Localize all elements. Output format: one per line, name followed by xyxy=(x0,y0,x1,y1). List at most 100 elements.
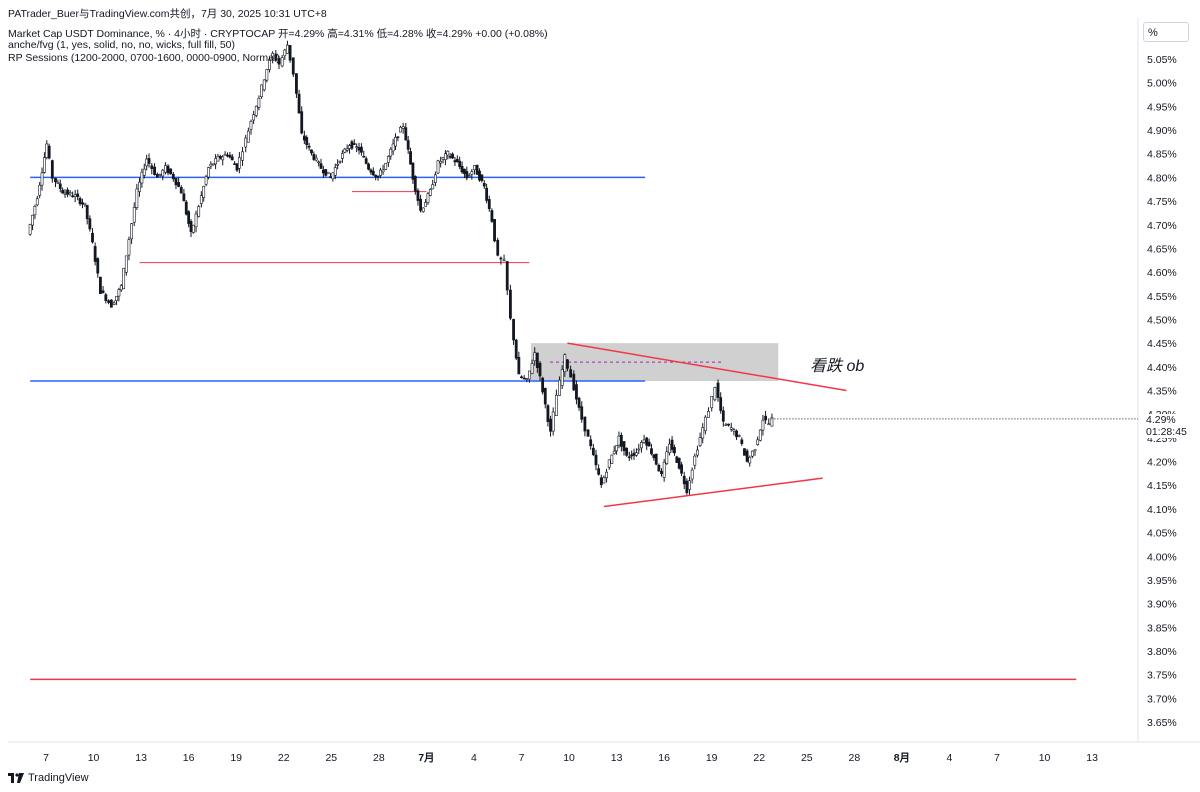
candle-body xyxy=(197,206,201,217)
candle-body xyxy=(207,167,210,178)
candle-body xyxy=(665,451,669,464)
candle-body xyxy=(607,459,611,468)
y-tick-label: 4.55% xyxy=(1147,291,1177,303)
candle-body xyxy=(743,448,746,456)
candle-body xyxy=(83,202,87,206)
candle-body xyxy=(158,173,162,176)
candle-body xyxy=(660,470,663,475)
y-tick-label: 3.75% xyxy=(1147,670,1177,682)
candle-body xyxy=(530,363,534,374)
candle-body xyxy=(155,174,159,178)
candle-body xyxy=(40,172,44,186)
candle-body xyxy=(554,394,558,417)
candle-body xyxy=(610,454,614,464)
indicator-fvg-line[interactable]: anche/fvg (1, yes, solid, no, no, wicks,… xyxy=(8,39,236,51)
candle-body xyxy=(713,387,717,401)
candle-body xyxy=(727,423,731,426)
candle-body xyxy=(321,169,325,174)
candle-body xyxy=(642,439,646,443)
candle-body xyxy=(182,193,186,202)
candle-body xyxy=(96,258,100,274)
y-tick-label: 3.95% xyxy=(1147,575,1177,587)
candle-body xyxy=(115,295,118,301)
candle-body xyxy=(750,450,754,457)
indicator-sessions-line[interactable]: RP Sessions (1200-2000, 0700-1600, 0000-… xyxy=(8,52,280,64)
candle-body xyxy=(237,157,241,169)
candle-body xyxy=(549,418,552,432)
candle-body xyxy=(101,290,105,294)
x-tick-label: 13 xyxy=(135,752,147,764)
candle-body xyxy=(654,453,658,465)
candle-body xyxy=(153,166,156,175)
candle-body xyxy=(265,69,269,81)
candle-body xyxy=(424,202,428,207)
candle-body xyxy=(61,189,65,194)
candle-body xyxy=(305,137,309,146)
candle-body xyxy=(93,246,97,262)
candle-body xyxy=(280,57,284,67)
x-tick-label: 10 xyxy=(563,752,575,764)
candle-body xyxy=(753,449,757,452)
candle-body xyxy=(223,153,227,156)
candle-body xyxy=(502,259,506,262)
candle-body xyxy=(142,168,146,176)
publisher-line: PATrader_Buer与TradingView.com共创，7月 30, 2… xyxy=(8,8,327,20)
x-tick-label: 7 xyxy=(994,752,1000,764)
candle-body xyxy=(421,207,425,213)
candle-body xyxy=(38,184,42,196)
y-tick-label: 3.85% xyxy=(1147,622,1177,634)
x-tick-label: 7月 xyxy=(418,752,434,764)
candle-body xyxy=(436,160,440,174)
candle-body xyxy=(657,464,661,472)
candle-body xyxy=(218,155,222,159)
candle-body xyxy=(416,190,420,201)
candle-body xyxy=(171,174,175,180)
candle-body xyxy=(470,171,474,175)
trendline[interactable] xyxy=(603,477,823,508)
candle-body xyxy=(268,59,271,70)
candle-body xyxy=(130,223,133,240)
y-tick-label: 4.75% xyxy=(1147,196,1177,208)
candle-body xyxy=(283,49,287,57)
candle-body xyxy=(345,148,349,151)
candle-body xyxy=(719,397,723,411)
candle-body xyxy=(465,171,469,179)
candle-body xyxy=(28,224,32,235)
candle-body xyxy=(374,174,378,178)
candle-body xyxy=(764,415,767,421)
candle-body xyxy=(338,160,342,163)
symbol-info-line[interactable]: Market Cap USDT Dominance, % · 4小时 · CRY… xyxy=(8,28,548,40)
candle-body xyxy=(716,382,720,398)
candle-body xyxy=(505,261,509,291)
y-tick-label: 4.85% xyxy=(1147,149,1177,161)
candle-body xyxy=(637,448,641,451)
axis-unit-toggle[interactable]: % xyxy=(1143,22,1189,42)
candle-body xyxy=(647,441,651,447)
candle-body xyxy=(107,300,111,303)
candle-body xyxy=(177,182,181,187)
candle-body xyxy=(591,447,595,455)
x-tick-label: 25 xyxy=(801,752,813,764)
trendline[interactable] xyxy=(567,342,847,392)
candle-body xyxy=(761,419,765,431)
candle-body xyxy=(572,373,576,391)
candle-body xyxy=(174,178,178,186)
tradingview-logo[interactable]: TradingView xyxy=(8,772,89,784)
candle-body xyxy=(589,439,593,447)
candle-body xyxy=(737,435,741,437)
candle-body xyxy=(599,477,603,486)
candle-body xyxy=(99,276,102,294)
y-tick-label: 4.15% xyxy=(1147,480,1177,492)
candle-body xyxy=(389,148,393,157)
branding-text: TradingView xyxy=(28,772,89,784)
candle-body xyxy=(56,182,60,184)
y-tick-label: 4.65% xyxy=(1147,243,1177,255)
candle-body xyxy=(297,93,301,114)
candle-body xyxy=(605,471,608,479)
y-tick-label: 3.70% xyxy=(1147,693,1177,705)
candle-body xyxy=(729,427,733,430)
y-tick-label: 4.10% xyxy=(1147,504,1177,516)
y-tick-label: 4.95% xyxy=(1147,101,1177,113)
candle-body xyxy=(482,183,486,187)
